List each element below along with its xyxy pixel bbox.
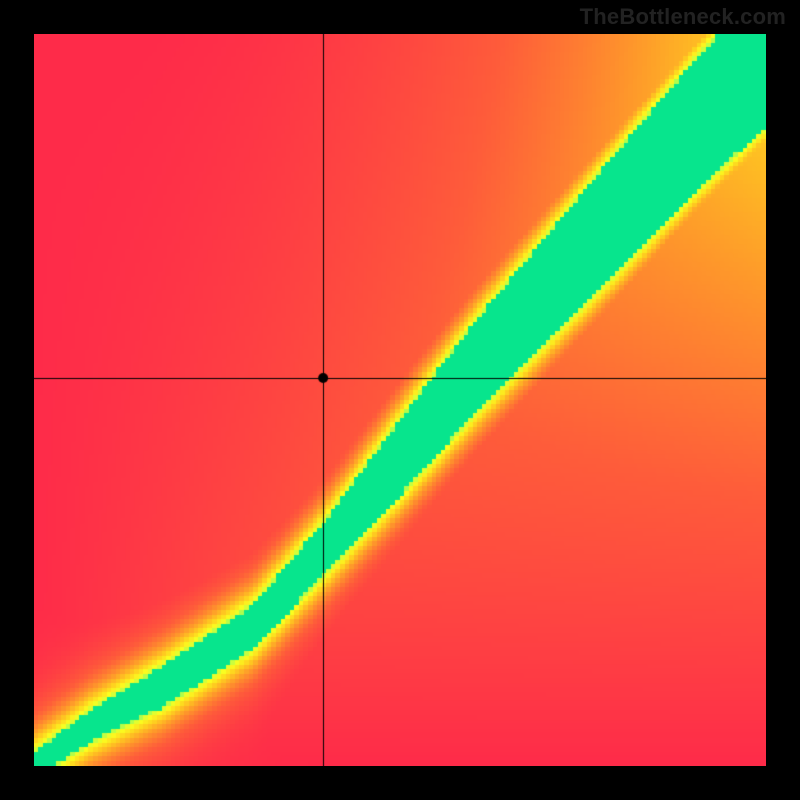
crosshair-overlay [34, 34, 766, 766]
chart-container: TheBottleneck.com [0, 0, 800, 800]
watermark-text: TheBottleneck.com [580, 4, 786, 30]
